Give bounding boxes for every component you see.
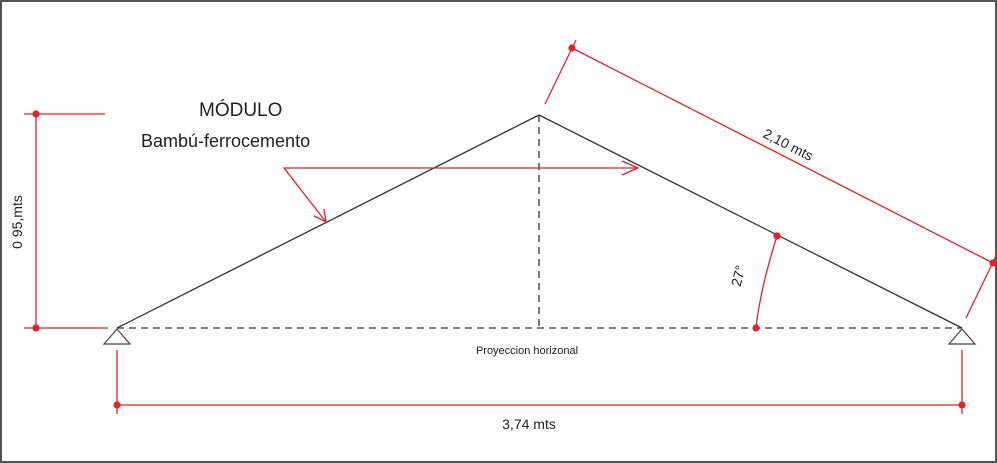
angle-top-point — [773, 232, 781, 240]
dimension-points — [32, 44, 997, 409]
angle-label: 27° — [728, 264, 749, 288]
slope-top-point — [568, 44, 576, 52]
height-bottom-point — [32, 324, 40, 332]
height-top-point — [32, 110, 40, 118]
right-rafter — [538, 114, 963, 329]
supports — [102, 328, 977, 345]
left-rafter — [116, 114, 540, 329]
module-title: MÓDULO — [199, 99, 282, 121]
module-pointer-arrowhead-left — [313, 208, 327, 224]
module-subtitle: Bambú-ferrocemento — [141, 131, 310, 151]
right-support-icon — [947, 328, 977, 345]
span-right-point — [958, 401, 966, 409]
left-support-icon — [102, 328, 132, 345]
angle-arc — [755, 235, 778, 329]
span-left-point — [113, 401, 121, 409]
height-label: 0 95,mts — [9, 195, 25, 249]
horizontal-projection-label: Proyeccion horizonal — [476, 345, 578, 357]
slope-bottom-point — [989, 259, 997, 267]
dimension-lines — [24, 39, 997, 414]
span-label: 3,74 mts — [502, 416, 556, 432]
angle-bottom-point — [752, 324, 760, 332]
slope-dimension-line — [571, 47, 994, 264]
truss-structure — [116, 114, 963, 329]
module-pointer-line — [282, 167, 638, 223]
module-pointer-arrowhead-right — [621, 160, 640, 176]
